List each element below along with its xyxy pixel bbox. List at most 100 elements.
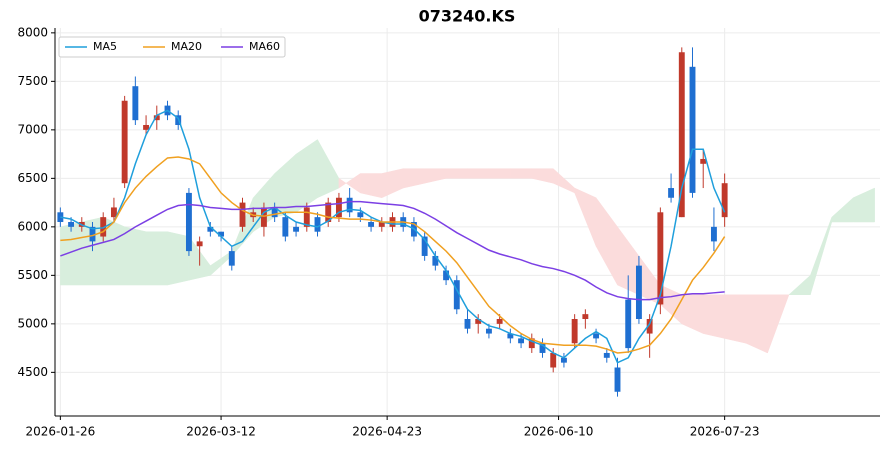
candle-body [475, 319, 482, 324]
candle-body [668, 188, 675, 198]
cloud-segment [831, 197, 854, 223]
candle-body [614, 367, 621, 392]
candle-body [518, 338, 525, 344]
candle-body [507, 333, 514, 339]
candle-body [678, 52, 685, 218]
candle-body [721, 183, 728, 218]
chart-title: 073240.KS [419, 7, 516, 26]
candle-body [378, 222, 385, 227]
candle-body [485, 328, 492, 334]
candle-body [368, 222, 375, 227]
candle-body [260, 207, 267, 227]
candle-body [346, 197, 353, 213]
x-tick-label: 2026-07-23 [690, 425, 760, 439]
cloud-segment [402, 168, 425, 189]
y-tick-label: 6500 [17, 171, 48, 185]
y-tick-label: 7000 [17, 122, 48, 136]
candle-body [593, 333, 600, 339]
x-tick-label: 2026-06-10 [524, 425, 594, 439]
cloud-segment [810, 217, 833, 295]
cloud-segment [745, 294, 768, 354]
candle-body [303, 207, 310, 227]
candle-body [228, 251, 235, 266]
candle-body [185, 192, 192, 252]
x-tick-label: 2026-03-12 [186, 425, 256, 439]
candle-body [625, 299, 632, 349]
candle-body [700, 158, 707, 164]
candle-body [710, 226, 717, 242]
cloud-segment [852, 187, 875, 223]
candle-body [646, 319, 653, 334]
x-tick-label: 2026-04-23 [352, 425, 422, 439]
candle-body [443, 270, 450, 281]
candle-body [68, 222, 75, 227]
candle-body [100, 217, 107, 237]
y-tick-label: 7500 [17, 74, 48, 88]
candle-body [89, 226, 96, 242]
candle-body [539, 343, 546, 353]
candle-body [689, 66, 696, 193]
candle-body [582, 314, 589, 319]
cloud-segment [424, 168, 447, 184]
cloud-segment [767, 294, 790, 354]
candle-body [550, 352, 557, 368]
cloud-segment [681, 294, 704, 334]
legend-label: MA5 [93, 40, 117, 53]
y-tick-label: 8000 [17, 25, 48, 39]
ma-line [60, 200, 725, 301]
cloud-segment [445, 168, 468, 179]
cloud-segment [124, 226, 147, 286]
candle-body [657, 212, 664, 305]
cloud-segment [531, 168, 554, 184]
candle-body [293, 226, 300, 232]
candle-body [432, 255, 439, 266]
candle-body [143, 125, 150, 130]
cloud-segment [595, 196, 618, 286]
y-tick-label: 4500 [17, 365, 48, 379]
legend-box [58, 36, 286, 58]
ma-line [60, 109, 726, 364]
candle-body [207, 226, 214, 232]
candle-body [196, 241, 203, 247]
candle-body [528, 338, 535, 349]
x-tick-label: 2026-01-26 [25, 425, 95, 439]
candle-body [453, 280, 460, 310]
cloud-segment [167, 231, 190, 286]
candle-body [121, 100, 128, 184]
cloud-segment [467, 168, 490, 179]
candle-body [110, 207, 117, 218]
legend-label: MA60 [249, 40, 280, 53]
cloud-segment [510, 168, 533, 179]
candle-body [571, 319, 578, 344]
y-tick-label: 5500 [17, 268, 48, 282]
cloud-segment [381, 168, 404, 199]
cloud-segment [102, 216, 125, 286]
ma-line [60, 156, 726, 354]
candle-body [218, 231, 225, 237]
candle-body [496, 319, 503, 324]
cloud-segment [638, 255, 661, 305]
candle-body [282, 217, 289, 237]
cloud-segment [724, 294, 747, 344]
candle-body [335, 197, 342, 218]
cloud-segment [317, 139, 340, 199]
legend-label: MA20 [171, 40, 202, 53]
candle-body [635, 265, 642, 319]
cloud-segment [295, 139, 318, 213]
candle-body [325, 202, 332, 222]
cloud-segment [145, 231, 168, 286]
candle-body [357, 212, 364, 218]
y-tick-label: 5000 [17, 316, 48, 330]
candle-body [271, 207, 278, 218]
y-tick-label: 6000 [17, 219, 48, 233]
cloud-segment [360, 173, 383, 199]
cloud-segment [488, 168, 511, 179]
candle-body [132, 86, 139, 121]
candle-body [603, 352, 610, 358]
cloud-segment [788, 274, 811, 295]
cloud-segment [702, 294, 725, 339]
cloud-segment [552, 168, 575, 194]
cloud-segment [574, 187, 597, 247]
